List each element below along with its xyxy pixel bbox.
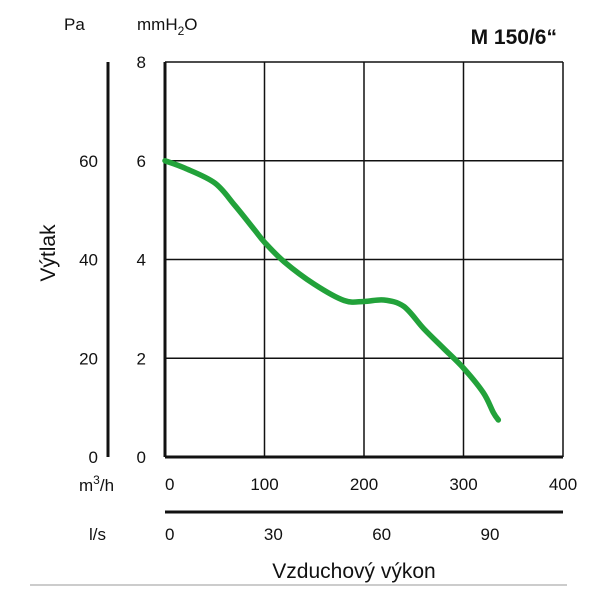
pa-unit-label: Pa [64, 15, 85, 34]
y-tick-label: 2 [137, 349, 146, 368]
y-tick-label: 4 [137, 251, 146, 270]
m3h-unit-base: m [79, 476, 93, 495]
y-axis-title: Výtlak [37, 224, 60, 282]
ls-tick-label: 0 [165, 525, 174, 544]
axes [30, 62, 567, 586]
mmh2o-unit-label: mmH2O [137, 15, 198, 38]
pa-tick-label: 20 [79, 349, 98, 368]
x-tick-label: 400 [549, 475, 577, 494]
x-axis-title: Vzduchový výkon [272, 560, 435, 583]
y-tick-label: 0 [137, 448, 146, 467]
m3h-unit-sup: 3 [93, 473, 100, 487]
series-layer [162, 158, 502, 423]
x-tick-label: 200 [350, 475, 378, 494]
ls-unit-label: l/s [89, 525, 106, 544]
ls-tick-label: 60 [372, 525, 391, 544]
m3h-unit-label: m3/h [79, 473, 114, 495]
ls-tick-label: 30 [264, 525, 283, 544]
mmh2o-unit-base: mmH [137, 15, 178, 34]
series-line-0 [162, 158, 502, 423]
mmh2o-unit-sub: 2 [178, 24, 185, 38]
x-tick-label: 0 [165, 475, 174, 494]
y-tick-label: 8 [137, 53, 146, 72]
pa-tick-label: 0 [89, 448, 98, 467]
pa-tick-label: 40 [79, 251, 98, 270]
ls-tick-label: 90 [481, 525, 500, 544]
chart-title: M 150/6“ [471, 26, 557, 49]
mmh2o-unit-end: O [184, 15, 197, 34]
pa-tick-label: 60 [79, 152, 98, 171]
x-tick-label: 100 [250, 475, 278, 494]
m3h-unit-end: /h [100, 476, 114, 495]
y-tick-label: 6 [137, 152, 146, 171]
x-tick-label: 300 [449, 475, 477, 494]
grid [165, 61, 564, 457]
